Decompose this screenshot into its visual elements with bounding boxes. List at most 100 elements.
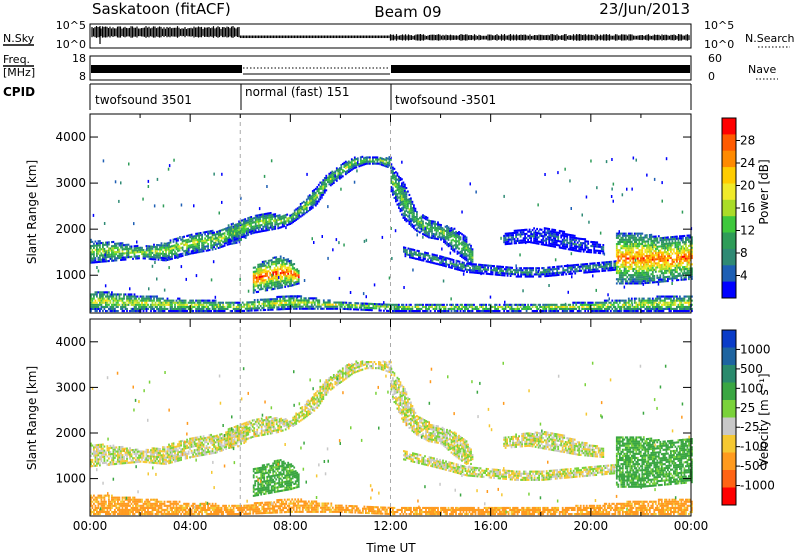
heatmap-cell bbox=[562, 271, 565, 274]
heatmap-cell bbox=[408, 208, 411, 211]
heatmap-cell bbox=[627, 274, 630, 277]
heatmap-cell bbox=[502, 274, 504, 277]
heatmap-cell bbox=[136, 244, 139, 247]
heatmap-cell bbox=[632, 267, 635, 270]
heatmap-cell bbox=[404, 206, 406, 209]
heatmap-cell bbox=[667, 251, 669, 254]
heatmap-cell bbox=[527, 271, 530, 274]
heatmap-cell bbox=[685, 245, 687, 248]
heatmap-cell bbox=[641, 242, 644, 245]
heatmap-cell bbox=[456, 236, 459, 239]
heatmap-cell bbox=[228, 303, 230, 306]
heatmap-cell bbox=[156, 254, 158, 257]
heatmap-cell bbox=[677, 245, 680, 248]
heatmap-cell bbox=[392, 181, 394, 184]
heatmap-cell bbox=[108, 255, 110, 258]
heatmap-cell bbox=[458, 251, 460, 254]
heatmap-cell bbox=[392, 183, 394, 186]
heatmap-cell bbox=[481, 272, 483, 275]
heatmap-cell bbox=[671, 277, 674, 280]
heatmap-cell bbox=[207, 245, 209, 248]
heatmap-cell bbox=[260, 224, 263, 227]
heatmap-cell bbox=[568, 270, 571, 273]
heatmap-cell bbox=[301, 305, 304, 308]
heatmap-cell bbox=[150, 299, 152, 302]
heatmap-cell bbox=[199, 303, 202, 306]
heatmap-cell bbox=[470, 269, 473, 272]
heatmap-cell bbox=[413, 251, 416, 254]
heatmap-cell bbox=[435, 233, 438, 236]
heatmap-cell bbox=[223, 307, 226, 310]
heatmap-cell bbox=[518, 269, 521, 272]
heatmap-cell bbox=[482, 266, 485, 269]
heatmap-cell bbox=[648, 236, 651, 239]
heatmap-cell bbox=[147, 247, 149, 250]
heatmap-cell bbox=[664, 257, 666, 260]
heatmap-cell bbox=[359, 162, 362, 165]
heatmap-cell bbox=[458, 266, 461, 269]
heatmap-cell bbox=[410, 199, 412, 202]
heatmap-cell bbox=[679, 256, 681, 259]
heatmap-cell bbox=[239, 230, 242, 233]
heatmap-cell bbox=[311, 202, 314, 205]
heatmap-cell bbox=[446, 229, 448, 232]
heatmap-cell bbox=[160, 246, 163, 249]
heatmap-cell bbox=[571, 268, 574, 271]
heatmap-cell bbox=[393, 190, 396, 193]
heatmap-cell bbox=[676, 270, 678, 273]
heatmap-cell bbox=[217, 230, 220, 233]
heatmap-cell bbox=[651, 264, 654, 267]
heatmap-cell bbox=[467, 264, 470, 267]
heatmap-cell bbox=[257, 218, 260, 221]
heatmap-cell bbox=[581, 248, 584, 251]
heatmap-cell bbox=[90, 297, 92, 300]
heatmap-cell bbox=[355, 166, 358, 169]
heatmap-cell bbox=[177, 245, 179, 248]
heatmap-cell bbox=[506, 274, 509, 277]
heatmap-cell bbox=[604, 267, 607, 270]
heatmap-cell bbox=[402, 191, 405, 194]
heatmap-cell bbox=[454, 263, 456, 266]
heatmap-cell bbox=[280, 215, 283, 218]
heatmap-cell bbox=[353, 164, 356, 167]
heatmap-cell bbox=[293, 211, 296, 214]
heatmap-cell bbox=[617, 261, 620, 264]
heatmap-cell bbox=[202, 307, 205, 310]
heatmap-cell bbox=[514, 273, 516, 276]
heatmap-cell bbox=[593, 270, 596, 273]
heatmap-cell bbox=[635, 257, 638, 260]
heatmap-cell bbox=[189, 246, 191, 249]
heatmap-cell bbox=[427, 258, 429, 261]
heatmap-cell bbox=[444, 225, 447, 228]
heatmap-cell bbox=[150, 307, 152, 310]
heatmap-cell bbox=[670, 244, 672, 247]
heatmap-cell bbox=[192, 237, 194, 240]
heatmap-cell bbox=[91, 253, 94, 256]
heatmap-cell bbox=[441, 231, 444, 234]
heatmap-cell bbox=[235, 225, 237, 228]
heatmap-cell bbox=[691, 238, 693, 241]
heatmap-cell bbox=[469, 262, 471, 265]
heatmap-cell bbox=[571, 272, 574, 275]
heatmap-cell bbox=[438, 232, 441, 235]
heatmap-cell bbox=[97, 250, 100, 253]
heatmap-cell bbox=[587, 269, 590, 272]
heatmap-cell bbox=[117, 246, 119, 249]
heatmap-cell bbox=[405, 197, 408, 200]
heatmap-cell bbox=[235, 307, 238, 310]
heatmap-cell bbox=[682, 245, 684, 248]
heatmap-cell bbox=[227, 226, 230, 229]
heatmap-cell bbox=[240, 224, 242, 227]
heatmap-cell bbox=[372, 156, 374, 159]
heatmap-cell bbox=[165, 257, 167, 260]
heatmap-cell bbox=[476, 269, 479, 272]
heatmap-cell bbox=[455, 245, 457, 248]
heatmap-cell bbox=[165, 251, 167, 254]
heatmap-cell bbox=[511, 273, 513, 276]
heatmap-cell bbox=[584, 246, 587, 249]
heatmap-cell bbox=[105, 256, 107, 259]
heatmap-cell bbox=[271, 226, 274, 229]
heatmap-cell bbox=[130, 301, 133, 304]
heatmap-cell bbox=[148, 255, 151, 258]
heatmap-cell bbox=[417, 230, 420, 233]
